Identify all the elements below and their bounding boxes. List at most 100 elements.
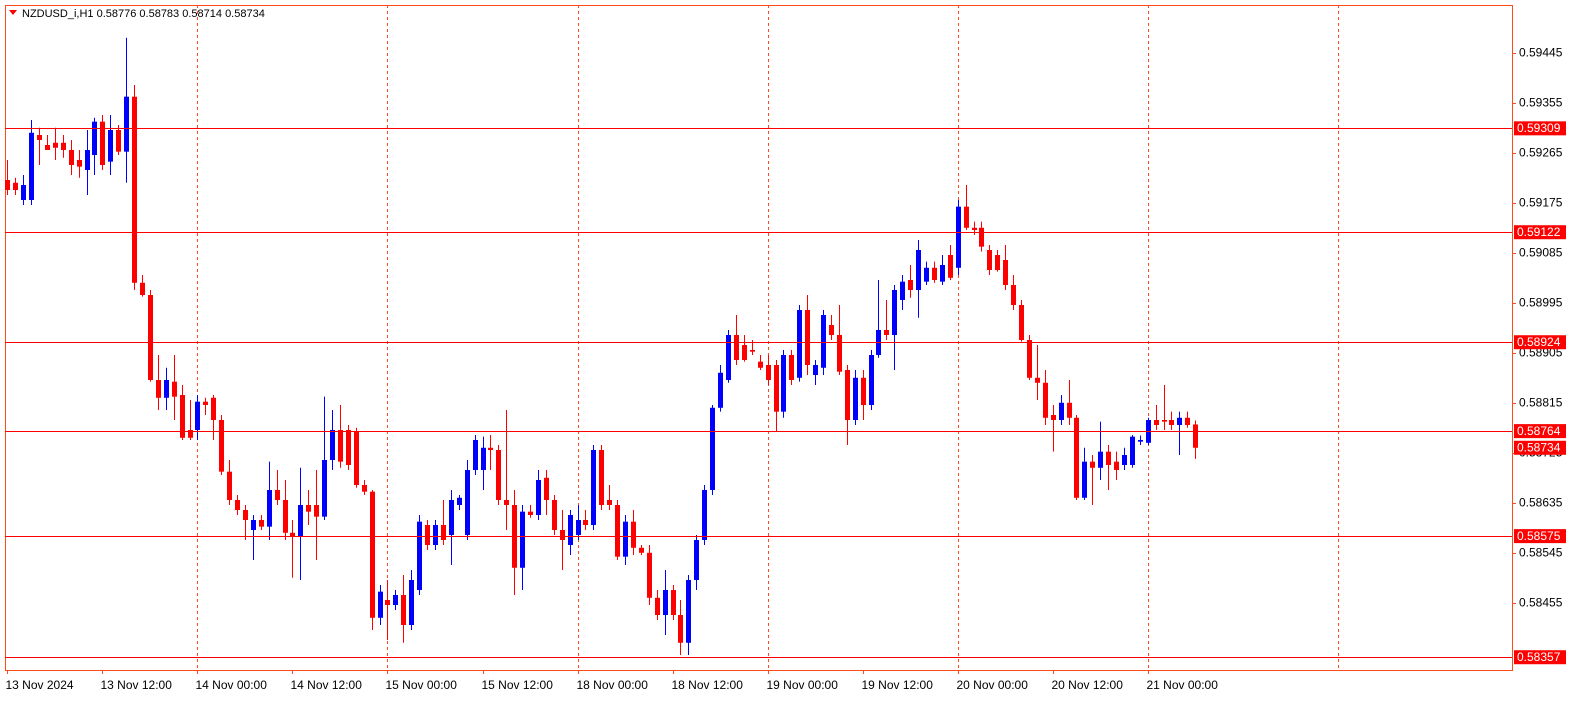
candle-body [283, 500, 288, 533]
candle-body [1082, 461, 1087, 498]
candle-body [409, 580, 414, 625]
candle-body [1122, 455, 1127, 465]
candle-body [718, 372, 723, 408]
candle-body [346, 430, 351, 465]
candle-body [766, 365, 771, 380]
level-label-box [1514, 529, 1566, 544]
level-label: 0.58357 [1517, 650, 1561, 664]
candle-body [1185, 417, 1190, 425]
candle-body [13, 182, 18, 190]
level-label: 0.58764 [1517, 424, 1561, 438]
candle-body [1114, 461, 1119, 470]
candle-body [742, 345, 747, 360]
candle-body [560, 530, 565, 540]
candle-body [623, 521, 628, 557]
menu-arrow [9, 10, 17, 15]
candle-body [995, 255, 1000, 270]
candle-body [370, 491, 375, 618]
candle-body [710, 407, 715, 490]
candle-body [1138, 440, 1143, 442]
candle-body [750, 350, 755, 352]
candle-body [536, 480, 541, 515]
candle-body [259, 520, 264, 527]
x-tick-label: 15 Nov 12:00 [482, 678, 554, 692]
candle-body [829, 325, 834, 335]
candle-body [1177, 417, 1182, 425]
candle-body [639, 547, 644, 553]
candle-body [1067, 402, 1072, 418]
x-tick-label: 18 Nov 12:00 [672, 678, 744, 692]
candle-body [441, 525, 446, 540]
x-tick-label: 20 Nov 00:00 [957, 678, 1029, 692]
level-label: 0.58924 [1517, 335, 1561, 349]
candle-body [1011, 285, 1016, 305]
candle-body [92, 121, 97, 155]
x-tick-label: 19 Nov 00:00 [767, 678, 839, 692]
symbol: NZDUSD_i,H1 [22, 8, 94, 20]
open-value: 0.58776 [97, 8, 137, 20]
candle-body [180, 395, 185, 438]
y-tick-label: 0.58635 [1519, 496, 1563, 510]
candle-body [813, 365, 818, 375]
candle-body [362, 485, 367, 492]
candle-body [481, 447, 486, 470]
candle-body [85, 150, 90, 170]
candle-body [900, 281, 905, 300]
candle-body [607, 500, 612, 505]
candle-body [726, 335, 731, 380]
candle-body [1043, 382, 1048, 418]
candle-body [663, 590, 668, 615]
candle-body [21, 185, 26, 200]
candle-body [821, 315, 826, 368]
candle-body [671, 590, 676, 615]
candle-body [686, 580, 691, 643]
y-tick-label: 0.58995 [1519, 296, 1563, 310]
candle-body [774, 365, 779, 412]
candle-body [211, 397, 216, 420]
candle-body [433, 525, 438, 545]
candle-body [393, 595, 398, 605]
candle-body [1019, 305, 1024, 340]
candle-body [124, 96, 129, 152]
candle-body [979, 227, 984, 247]
candle-body [678, 615, 683, 643]
candle-body [69, 150, 74, 165]
candle-body [861, 377, 866, 405]
y-tick-label: 0.59445 [1519, 46, 1563, 60]
candle-body [853, 377, 858, 420]
candle-body [805, 310, 810, 365]
candle-body [1098, 451, 1103, 468]
candle-body [1059, 402, 1064, 420]
candle-body [235, 500, 240, 510]
candle-body [781, 355, 786, 412]
candle-body [251, 520, 256, 530]
y-tick-label: 0.58455 [1519, 596, 1563, 610]
candle-body [195, 401, 200, 430]
candle-body [1169, 420, 1174, 425]
candle-body [298, 505, 303, 537]
candle-body [845, 370, 850, 420]
x-tick-label: 13 Nov 2024 [6, 678, 74, 692]
candle-body [576, 520, 581, 535]
candle-body [884, 330, 889, 335]
x-tick-label: 15 Nov 00:00 [386, 678, 458, 692]
candle-body [100, 121, 105, 165]
chart-header: NZDUSD_i,H1 0.58776 0.58783 0.58714 0.58… [22, 8, 265, 20]
low-value: 0.58714 [182, 8, 222, 20]
candle-body [306, 505, 311, 512]
level-label-box [1514, 121, 1566, 136]
candle-body [964, 206, 969, 228]
level-label-box [1514, 335, 1566, 350]
y-tick-label: 0.58815 [1519, 396, 1563, 410]
candle-body [655, 597, 660, 615]
candle-body [615, 505, 620, 557]
candle-body [61, 142, 66, 150]
candle-body [148, 295, 153, 380]
candle-body [797, 310, 802, 378]
candle-body [496, 450, 501, 500]
candle-body [987, 250, 992, 270]
candle-body [1027, 340, 1032, 378]
candle-body [401, 595, 406, 625]
candle-body [457, 497, 462, 505]
candle-body [77, 160, 82, 167]
